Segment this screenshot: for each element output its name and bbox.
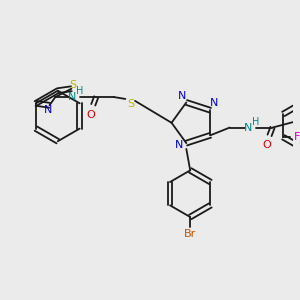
- Text: S: S: [69, 80, 76, 90]
- Text: N: N: [210, 98, 218, 108]
- Text: F: F: [294, 132, 300, 142]
- Text: H: H: [76, 86, 83, 96]
- Text: N: N: [178, 91, 187, 100]
- Text: O: O: [262, 140, 271, 150]
- Text: N: N: [68, 92, 76, 102]
- Text: N: N: [44, 105, 53, 115]
- Text: N: N: [244, 123, 252, 133]
- Text: N: N: [175, 140, 184, 150]
- Text: Br: Br: [184, 229, 196, 238]
- Text: O: O: [86, 110, 95, 119]
- Text: S: S: [128, 99, 135, 109]
- Text: H: H: [252, 117, 260, 127]
